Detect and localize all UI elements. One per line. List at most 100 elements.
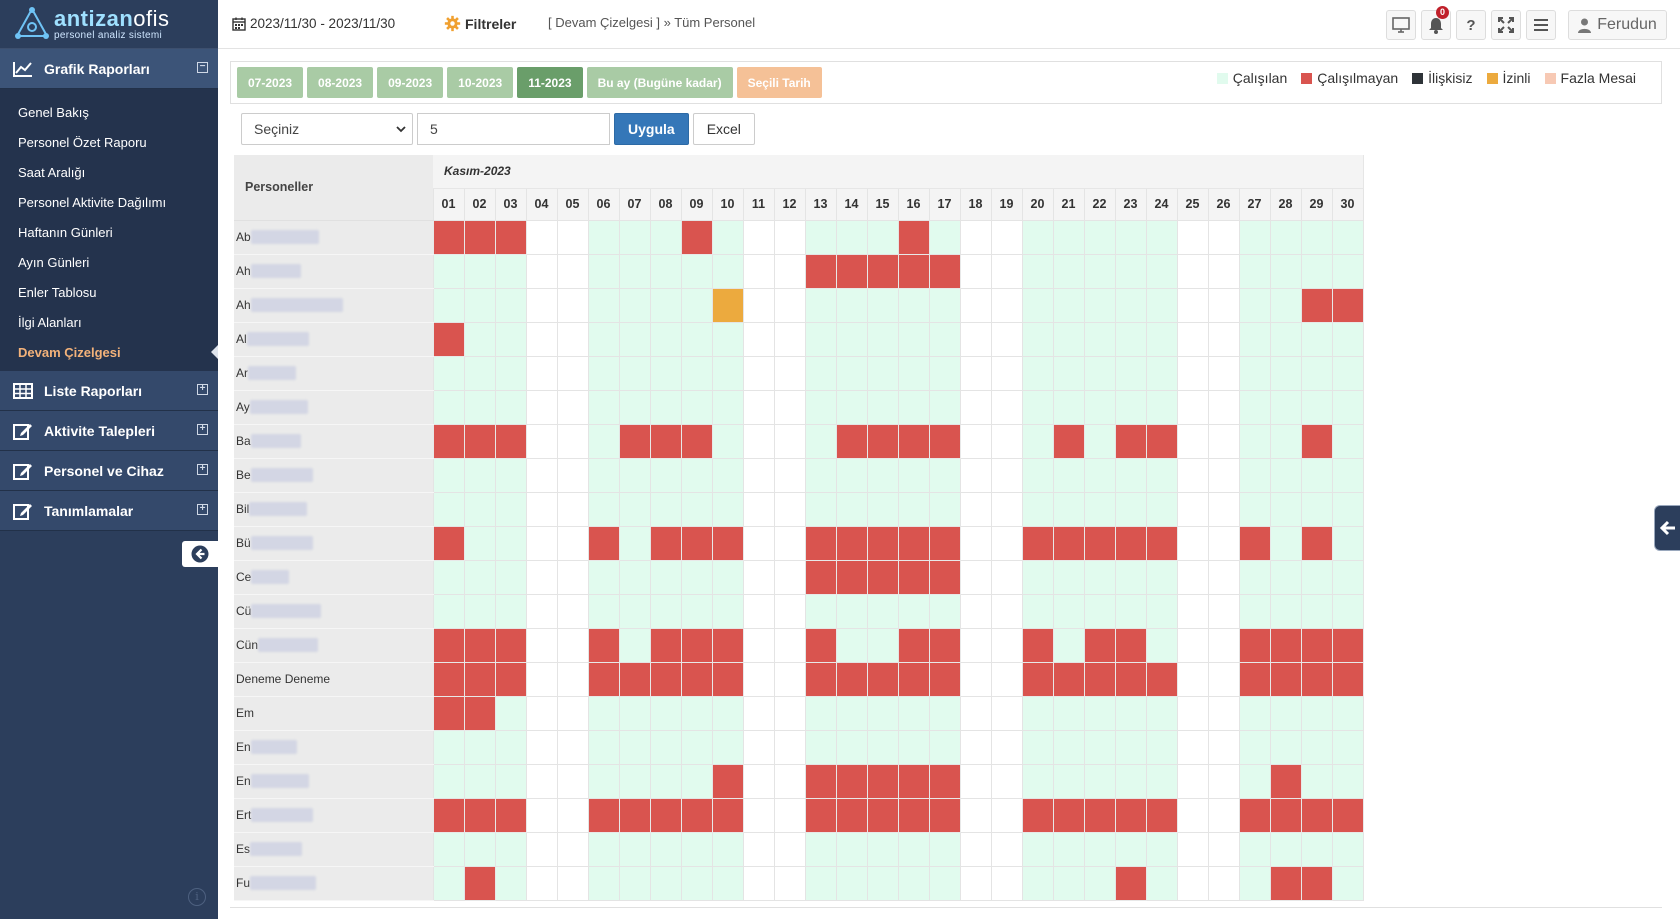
menu-aktivite-talepleri[interactable]: Aktivite Talepleri +	[0, 411, 218, 451]
attendance-cell[interactable]	[990, 865, 1023, 901]
attendance-cell[interactable]	[1083, 525, 1116, 561]
attendance-cell[interactable]	[680, 525, 713, 561]
attendance-cell[interactable]	[897, 321, 930, 357]
attendance-cell[interactable]	[618, 593, 651, 629]
attendance-cell[interactable]	[1300, 355, 1333, 391]
attendance-cell[interactable]	[990, 831, 1023, 867]
attendance-cell[interactable]	[1300, 661, 1333, 697]
attendance-cell[interactable]	[1083, 559, 1116, 595]
attendance-cell[interactable]	[1207, 457, 1240, 493]
personnel-name[interactable]: Deneme Deneme	[234, 662, 433, 697]
attendance-cell[interactable]	[1238, 831, 1271, 867]
attendance-cell[interactable]	[1238, 287, 1271, 323]
attendance-cell[interactable]	[1331, 389, 1364, 425]
attendance-cell[interactable]	[1176, 525, 1209, 561]
attendance-cell[interactable]	[1176, 389, 1209, 425]
attendance-cell[interactable]	[1021, 389, 1054, 425]
excel-button[interactable]: Excel	[692, 113, 755, 145]
attendance-cell[interactable]	[1238, 253, 1271, 289]
tab-11-2023[interactable]: 11-2023	[517, 67, 583, 98]
tab-secili-tarih[interactable]: Seçili Tarih	[736, 67, 822, 98]
attendance-cell[interactable]	[1238, 423, 1271, 459]
monitor-button[interactable]	[1386, 10, 1416, 40]
attendance-cell[interactable]	[556, 695, 589, 731]
apply-button[interactable]: Uygula	[614, 113, 689, 145]
attendance-cell[interactable]	[432, 865, 465, 901]
notifications-button[interactable]: 0	[1421, 6, 1451, 40]
attendance-cell[interactable]	[928, 457, 961, 493]
attendance-cell[interactable]	[804, 389, 837, 425]
attendance-cell[interactable]	[1114, 525, 1147, 561]
attendance-cell[interactable]	[494, 287, 527, 323]
attendance-cell[interactable]	[1114, 831, 1147, 867]
attendance-cell[interactable]	[463, 627, 496, 663]
attendance-cell[interactable]	[1052, 865, 1085, 901]
attendance-cell[interactable]	[680, 865, 713, 901]
attendance-cell[interactable]	[463, 287, 496, 323]
attendance-cell[interactable]	[990, 593, 1023, 629]
attendance-cell[interactable]	[711, 525, 744, 561]
attendance-cell[interactable]	[773, 219, 806, 255]
attendance-cell[interactable]	[990, 253, 1023, 289]
attendance-cell[interactable]	[804, 423, 837, 459]
attendance-cell[interactable]	[494, 627, 527, 663]
attendance-cell[interactable]	[1331, 355, 1364, 391]
attendance-cell[interactable]	[866, 287, 899, 323]
attendance-cell[interactable]	[587, 593, 620, 629]
attendance-cell[interactable]	[866, 559, 899, 595]
attendance-cell[interactable]	[1083, 865, 1116, 901]
attendance-cell[interactable]	[1238, 321, 1271, 357]
submenu-item-haftanin-gunleri[interactable]: Haftanın Günleri	[18, 224, 113, 240]
attendance-cell[interactable]	[959, 355, 992, 391]
attendance-cell[interactable]	[1176, 559, 1209, 595]
attendance-cell[interactable]	[1052, 831, 1085, 867]
attendance-cell[interactable]	[773, 627, 806, 663]
attendance-cell[interactable]	[1114, 321, 1147, 357]
attendance-cell[interactable]	[618, 525, 651, 561]
attendance-cell[interactable]	[463, 763, 496, 799]
attendance-cell[interactable]	[1145, 355, 1178, 391]
attendance-cell[interactable]	[1145, 491, 1178, 527]
attendance-cell[interactable]	[556, 729, 589, 765]
attendance-cell[interactable]	[835, 865, 868, 901]
attendance-cell[interactable]	[959, 321, 992, 357]
attendance-cell[interactable]	[711, 253, 744, 289]
tab-09-2023[interactable]: 09-2023	[377, 67, 444, 98]
attendance-cell[interactable]	[649, 423, 682, 459]
attendance-cell[interactable]	[1083, 729, 1116, 765]
attendance-cell[interactable]	[866, 389, 899, 425]
attendance-cell[interactable]	[1083, 219, 1116, 255]
attendance-cell[interactable]	[1021, 457, 1054, 493]
attendance-cell[interactable]	[525, 219, 558, 255]
attendance-cell[interactable]	[1238, 457, 1271, 493]
attendance-cell[interactable]	[1331, 457, 1364, 493]
attendance-cell[interactable]	[773, 729, 806, 765]
attendance-cell[interactable]	[587, 865, 620, 901]
attendance-cell[interactable]	[525, 525, 558, 561]
attendance-cell[interactable]	[587, 695, 620, 731]
attendance-cell[interactable]	[556, 321, 589, 357]
attendance-cell[interactable]	[959, 627, 992, 663]
attendance-cell[interactable]	[1021, 695, 1054, 731]
expand-toggle-icon[interactable]: +	[197, 424, 208, 435]
attendance-cell[interactable]	[897, 219, 930, 255]
attendance-cell[interactable]	[866, 695, 899, 731]
attendance-cell[interactable]	[866, 593, 899, 629]
attendance-cell[interactable]	[1238, 763, 1271, 799]
attendance-cell[interactable]	[742, 661, 775, 697]
filters-button[interactable]: Filtreler	[444, 15, 516, 32]
attendance-cell[interactable]	[432, 831, 465, 867]
attendance-cell[interactable]	[1269, 559, 1302, 595]
attendance-cell[interactable]	[742, 253, 775, 289]
attendance-cell[interactable]	[897, 797, 930, 833]
info-icon[interactable]: i	[188, 888, 206, 906]
attendance-cell[interactable]	[525, 559, 558, 595]
attendance-cell[interactable]	[1083, 423, 1116, 459]
attendance-cell[interactable]	[680, 831, 713, 867]
attendance-cell[interactable]	[1269, 423, 1302, 459]
attendance-cell[interactable]	[1300, 865, 1333, 901]
attendance-cell[interactable]	[1300, 287, 1333, 323]
attendance-cell[interactable]	[1300, 253, 1333, 289]
attendance-cell[interactable]	[897, 831, 930, 867]
attendance-cell[interactable]	[835, 491, 868, 527]
